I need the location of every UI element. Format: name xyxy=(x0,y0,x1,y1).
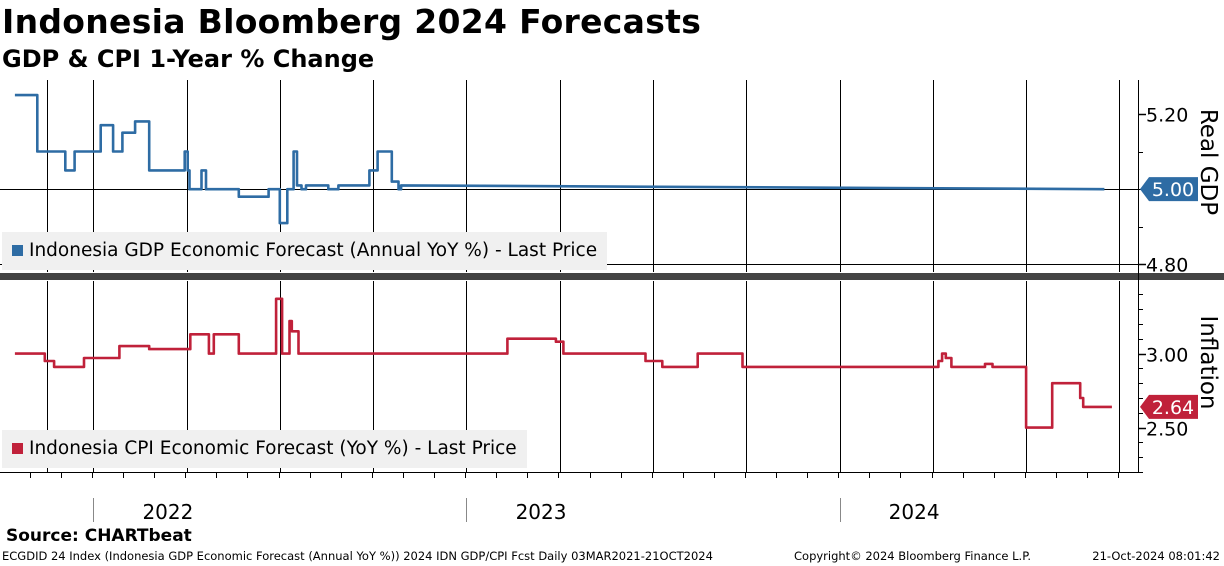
chart-subtitle: GDP & CPI 1-Year % Change xyxy=(2,45,375,73)
y-tick-label: 5.20 xyxy=(1146,105,1188,127)
cpi-last-value-tag xyxy=(1140,394,1198,419)
x-tick-label: 2024 xyxy=(889,500,940,524)
x-tick-label: 2022 xyxy=(142,500,193,524)
cpi-series-line xyxy=(14,297,1112,429)
x-tick-label: 2023 xyxy=(516,500,567,524)
cpi-axis-title: Inflation xyxy=(1195,316,1221,410)
legend-cpi: Indonesia CPI Economic Forecast (YoY %) … xyxy=(2,430,527,468)
gdp-series-line xyxy=(14,93,1105,225)
legend-cpi-swatch xyxy=(12,443,23,454)
source-note: Source: CHARTbeat xyxy=(6,526,192,546)
footer-left: ECGDID 24 Index (Indonesia GDP Economic … xyxy=(2,549,713,563)
panel-separator xyxy=(0,273,1224,280)
legend-gdp: Indonesia GDP Economic Forecast (Annual … xyxy=(2,232,608,270)
y-tick-label: 3.00 xyxy=(1146,345,1188,367)
footer-center: Copyright© 2024 Bloomberg Finance L.P. xyxy=(794,549,1031,563)
y-tick-label: 4.80 xyxy=(1146,255,1188,277)
y-tick-label: 2.50 xyxy=(1146,419,1188,441)
legend-gdp-swatch xyxy=(12,245,23,256)
gdp-last-value-tag xyxy=(1140,177,1198,202)
gdp-axis-title: Real GDP xyxy=(1195,109,1221,215)
cpi-last-value-label: 2.64 xyxy=(1152,397,1194,419)
chart-title: Indonesia Bloomberg 2024 Forecasts xyxy=(2,2,702,41)
legend-cpi-label: Indonesia CPI Economic Forecast (YoY %) … xyxy=(29,438,517,459)
legend-gdp-label: Indonesia GDP Economic Forecast (Annual … xyxy=(29,240,598,261)
gdp-last-value-label: 5.00 xyxy=(1152,179,1194,201)
footer-right: 21-Oct-2024 08:01:42 xyxy=(1092,549,1220,563)
